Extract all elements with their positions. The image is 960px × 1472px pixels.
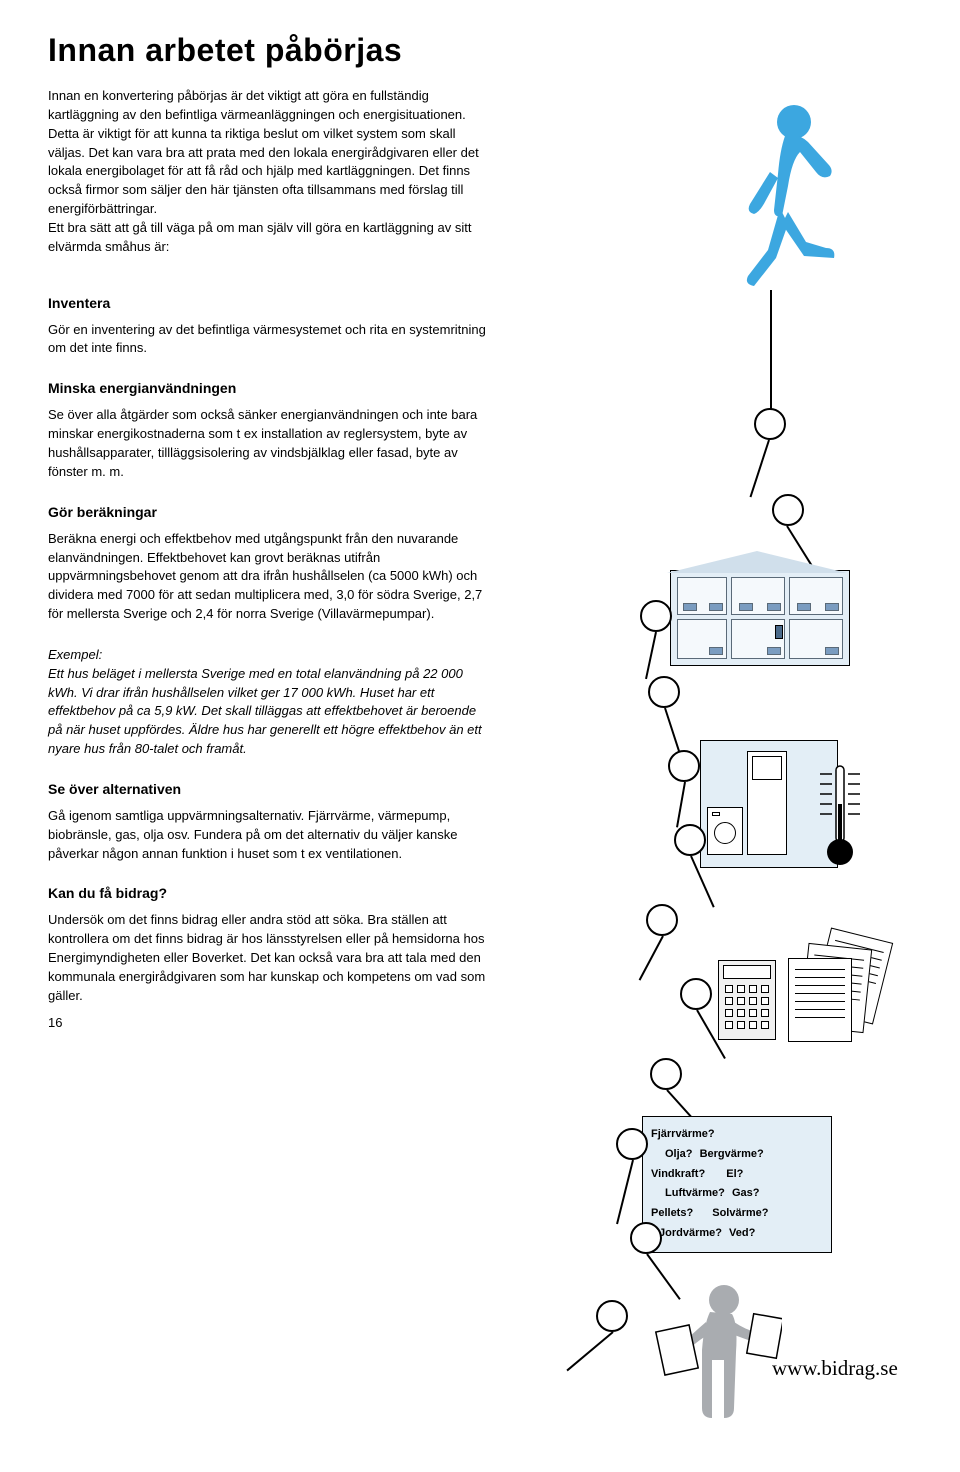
- infographic: Fjärrvärme? Olja? Bergvärme? Vindkraft? …: [540, 80, 920, 1420]
- page-title: Innan arbetet påbörjas: [48, 32, 912, 69]
- example-body: Ett hus beläget i mellersta Sverige med …: [48, 666, 482, 756]
- path-node: [668, 750, 700, 782]
- alternatives-box: Fjärrvärme? Olja? Bergvärme? Vindkraft? …: [642, 1116, 832, 1253]
- path-node: [646, 904, 678, 936]
- body-bidrag: Undersök om det finns bidrag eller andra…: [48, 911, 488, 1005]
- document-icon: [788, 958, 852, 1042]
- intro-paragraph: Innan en konvertering påbörjas är det vi…: [48, 87, 488, 257]
- q-item: Fjärrvärme?: [651, 1125, 715, 1145]
- page-number: 16: [48, 1015, 62, 1030]
- path-node: [680, 978, 712, 1010]
- q-item: Luftvärme?: [665, 1184, 725, 1204]
- house-panel: [670, 570, 850, 666]
- calculator-icon: [718, 960, 776, 1040]
- path-node: [596, 1300, 628, 1332]
- body-berakningar: Beräkna energi och effektbehov med utgån…: [48, 530, 488, 624]
- path-node: [674, 824, 706, 856]
- body-alternativen: Gå igenom samtliga uppvärmningsalternati…: [48, 807, 488, 864]
- example: Exempel: Ett hus beläget i mellersta Sve…: [48, 646, 488, 759]
- path-node: [754, 408, 786, 440]
- bidrag-url: www.bidrag.se: [772, 1356, 898, 1381]
- q-item: Vindkraft?: [651, 1165, 705, 1185]
- path-node: [772, 494, 804, 526]
- q-item: Pellets?: [651, 1204, 693, 1224]
- q-item: Ved?: [729, 1224, 755, 1244]
- q-item: Gas?: [732, 1184, 760, 1204]
- path-node: [648, 676, 680, 708]
- body-inventera: Gör en inventering av det befintliga vär…: [48, 321, 488, 359]
- thermometer-icon: [816, 760, 866, 870]
- q-item: Bergvärme?: [700, 1145, 764, 1165]
- path-node: [640, 600, 672, 632]
- path-node: [630, 1222, 662, 1254]
- q-item: El?: [726, 1165, 743, 1185]
- q-item: Olja?: [665, 1145, 693, 1165]
- example-label: Exempel:: [48, 647, 102, 662]
- fridge-icon: [747, 751, 787, 855]
- person-walking-icon: [730, 100, 850, 290]
- washer-icon: [707, 807, 743, 855]
- path-node: [616, 1128, 648, 1160]
- person-reading-icon: [652, 1280, 782, 1430]
- q-item: Jordvärme?: [659, 1224, 722, 1244]
- body-minska: Se över alla åtgärder som också sänker e…: [48, 406, 488, 481]
- q-item: Solvärme?: [712, 1204, 768, 1224]
- path-node: [650, 1058, 682, 1090]
